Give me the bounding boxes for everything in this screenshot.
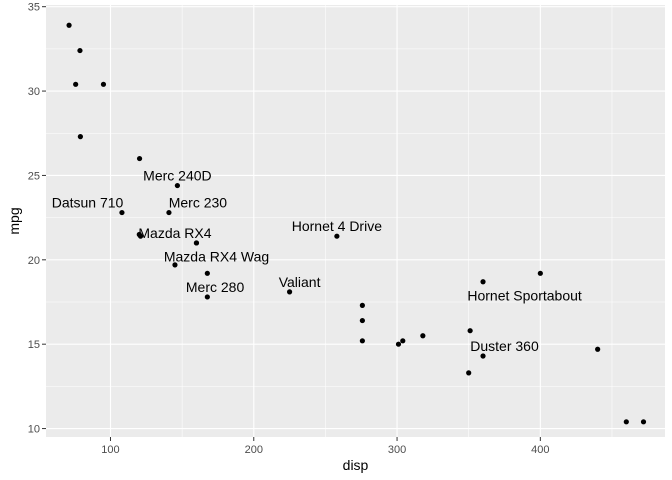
data-point	[359, 317, 365, 324]
y-axis: 10 15 20 25 30 35	[28, 2, 46, 436]
major-gridlines	[46, 5, 665, 437]
data-point	[73, 81, 79, 87]
data-point	[466, 370, 472, 376]
data-point	[204, 294, 210, 300]
minor-gridlines	[46, 5, 665, 437]
data-point	[204, 270, 210, 276]
data-point	[359, 338, 365, 344]
data-point	[286, 289, 293, 295]
y-tick-label: 30	[28, 86, 40, 98]
data-point	[480, 353, 486, 359]
point-label: Merc 240D	[143, 167, 211, 183]
y-tick-label: 25	[28, 170, 40, 182]
data-point	[537, 270, 543, 276]
plot-panel	[46, 5, 665, 437]
x-tick-label: 300	[388, 444, 406, 456]
data-point	[400, 338, 406, 344]
data-point	[166, 209, 172, 216]
point-label: Hornet 4 Drive	[292, 218, 382, 234]
data-point	[623, 419, 629, 425]
y-axis-title: mpg	[6, 207, 22, 234]
data-point	[193, 240, 200, 246]
y-tick-label: 20	[28, 255, 40, 267]
data-point	[100, 81, 107, 87]
data-point	[334, 233, 340, 239]
data-point	[119, 209, 125, 216]
point-label: Mazda RX4 Wag	[164, 248, 269, 264]
data-point	[595, 346, 601, 352]
data-point	[77, 47, 83, 54]
data-point	[136, 155, 143, 162]
point-label: Hornet Sportabout	[467, 287, 582, 303]
data-point	[640, 419, 647, 425]
data-point	[66, 22, 72, 28]
y-tick-label: 10	[28, 424, 40, 436]
y-tick-label: 35	[28, 2, 40, 14]
point-label: Datsun 710	[52, 194, 124, 210]
data-point	[174, 182, 180, 189]
point-label: Merc 230	[169, 194, 228, 210]
point-label: Mazda RX4	[138, 225, 211, 241]
data-point	[395, 341, 402, 347]
point-label: Duster 360	[470, 338, 539, 354]
data-points	[66, 22, 647, 425]
x-axis-title: disp	[343, 457, 369, 473]
x-axis: 100 200 300 400	[101, 437, 550, 456]
data-point	[172, 262, 178, 268]
point-label: Merc 280	[186, 279, 245, 295]
y-tick-label: 15	[28, 339, 40, 351]
x-tick-label: 400	[531, 444, 549, 456]
point-label: Valiant	[279, 274, 321, 290]
data-point	[77, 134, 83, 140]
data-point	[467, 328, 473, 334]
data-point	[420, 333, 426, 339]
point-labels: Merc 240D Datsun 710 Merc 230 Mazda RX4 Horn…	[52, 167, 582, 353]
data-point	[137, 233, 144, 239]
x-tick-label: 200	[245, 444, 263, 456]
x-tick-label: 100	[101, 444, 119, 456]
data-point	[359, 302, 365, 308]
data-point	[480, 279, 486, 285]
